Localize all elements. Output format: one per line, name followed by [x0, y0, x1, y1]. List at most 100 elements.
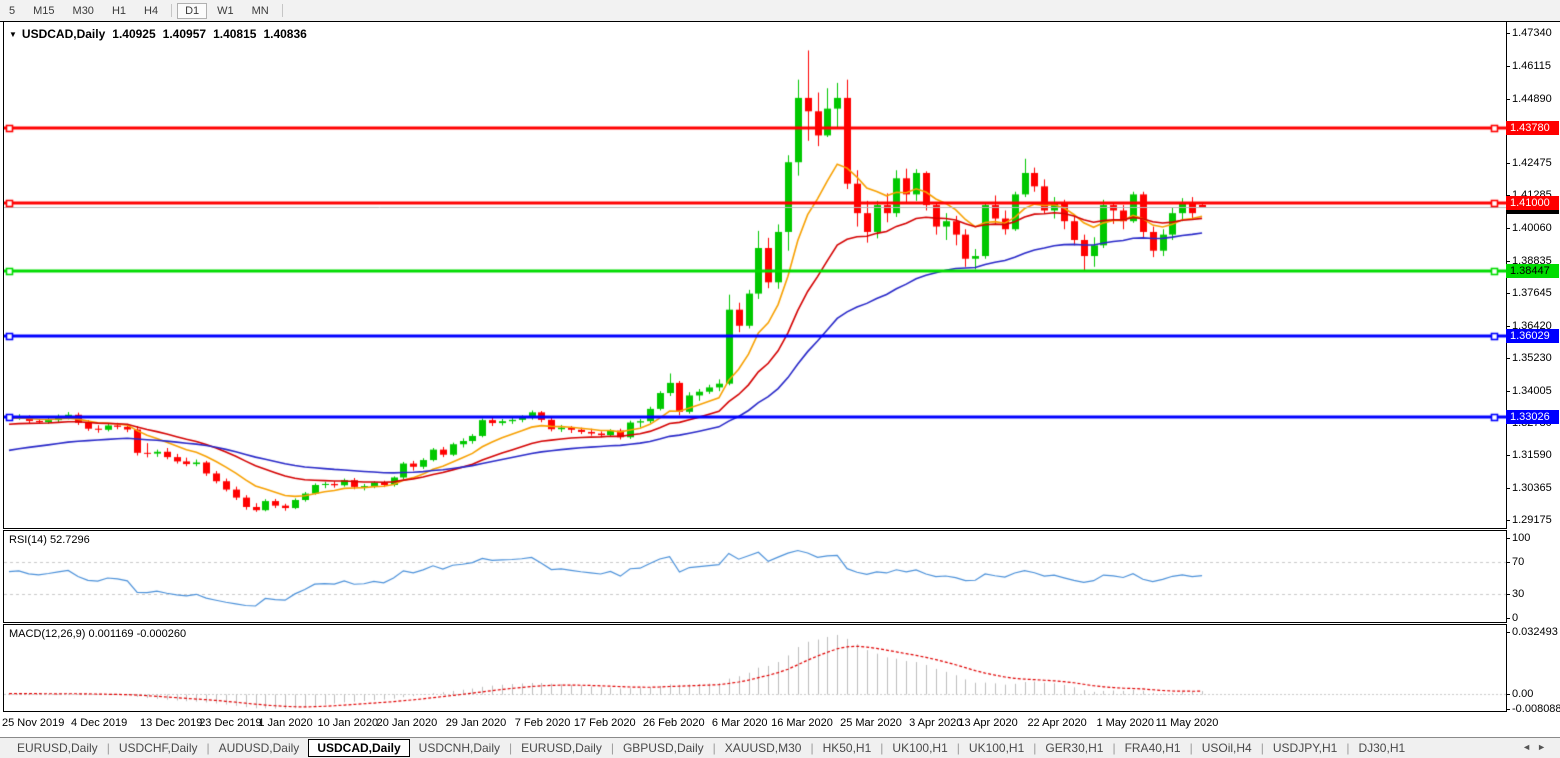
timeframe-button-h4[interactable]: H4: [144, 4, 159, 17]
price-tick-label: 1.44890: [1512, 92, 1552, 105]
hline-price-badge: 1.38447: [1506, 264, 1559, 279]
date-label: 23 Dec 2019: [199, 717, 262, 729]
timeframe-button-d1[interactable]: D1: [177, 2, 208, 19]
macd-scale-label: 0.00: [1512, 687, 1534, 700]
timeframe-button-h1[interactable]: H1: [111, 4, 126, 17]
date-label: 29 Jan 2020: [445, 717, 507, 729]
date-label: 4 Dec 2019: [71, 717, 128, 729]
tab-separator: |: [880, 741, 884, 755]
rsi-tick-dash: [1506, 618, 1510, 619]
tab-uk100-h1[interactable]: UK100,H1: [892, 741, 948, 755]
rsi-tick-dash: [1506, 538, 1510, 539]
price-tick-dash: [1506, 65, 1510, 67]
chart-title: ▼ USDCAD,Daily 1.40925 1.40957 1.40815 1.4083…: [9, 27, 307, 41]
tab-separator: |: [206, 741, 210, 755]
date-label: 22 Apr 2020: [1027, 717, 1087, 729]
timeframe-button-5[interactable]: 5: [9, 4, 16, 17]
macd-scale-label: 0.032493: [1512, 626, 1558, 638]
price-tick-dash: [1506, 292, 1510, 294]
hline-price-badge: 1.36029: [1506, 329, 1559, 344]
rsi-scale-label: 0: [1512, 612, 1519, 624]
date-label: 6 Mar 2020: [711, 717, 768, 729]
price-tick-label: 1.36420: [1512, 319, 1552, 332]
date-label: 1 Jan 2020: [258, 717, 313, 729]
tab-audusd-daily[interactable]: AUDUSD,Daily: [218, 741, 300, 755]
chart-symbol-label: USDCAD,Daily: [21, 27, 106, 41]
timeframe-button-mn[interactable]: MN: [251, 4, 269, 17]
tab-ger30-h1[interactable]: GER30,H1: [1045, 741, 1104, 755]
tab-usdchf-daily[interactable]: USDCHF,Daily: [118, 741, 198, 755]
tab-usdcad-daily[interactable]: USDCAD,Daily: [308, 739, 410, 757]
date-label: 16 Mar 2020: [771, 717, 833, 729]
timeframe-button-w1[interactable]: W1: [217, 4, 234, 17]
tab-separator: |: [1260, 741, 1264, 755]
tab-hk50-h1[interactable]: HK50,H1: [822, 741, 872, 755]
macd-indicator-pane: [3, 624, 1507, 712]
price-tick-label: 1.34005: [1512, 384, 1552, 397]
date-label: 17 Feb 2020: [573, 717, 636, 729]
tab-fra40-h1[interactable]: FRA40,H1: [1124, 741, 1181, 755]
tab-separator: |: [810, 741, 814, 755]
date-label: 7 Feb 2020: [514, 717, 571, 729]
toolbar-separator: [171, 4, 173, 17]
tab-eurusd-daily[interactable]: EURUSD,Daily: [521, 741, 602, 755]
tab-xauusd-m30[interactable]: XAUUSD,M30: [724, 741, 802, 755]
date-label: 26 Feb 2020: [642, 717, 705, 729]
price-tick-dash: [1506, 325, 1510, 327]
timeframe-button-m30[interactable]: M30: [72, 4, 94, 17]
price-tick-label: 1.31590: [1512, 449, 1552, 462]
tab-gbpusd-daily[interactable]: GBPUSD,Daily: [622, 741, 704, 755]
rsi-indicator-pane: [3, 530, 1507, 623]
tab-scroll-left-icon[interactable]: ◄: [1522, 742, 1538, 752]
tab-dj30-h1[interactable]: DJ30,H1: [1358, 741, 1406, 755]
date-label: 13 Apr 2020: [958, 717, 1018, 729]
tab-uk100-h1[interactable]: UK100,H1: [968, 741, 1025, 755]
ohlc-close: 1.40836: [263, 27, 307, 41]
date-label: 10 Jan 2020: [317, 717, 379, 729]
tab-separator: |: [1346, 741, 1350, 755]
tab-separator: |: [106, 741, 110, 755]
price-tick-dash: [1506, 423, 1510, 425]
price-tick-dash: [1506, 261, 1510, 263]
macd-canvas[interactable]: [4, 625, 1506, 711]
timeframe-toolbar: 5 M15 M30 H1 H4 D1 W1 MN: [0, 0, 1560, 21]
tab-usoil-h4[interactable]: USOil,H4: [1201, 741, 1252, 755]
price-chart-canvas[interactable]: [4, 22, 1506, 528]
rsi-tick-dash: [1506, 594, 1510, 595]
hline-price-badge: 1.33026: [1506, 409, 1559, 424]
macd-tick-dash: [1506, 709, 1510, 710]
tab-eurusd-daily[interactable]: EURUSD,Daily: [17, 741, 98, 755]
rsi-canvas[interactable]: [4, 531, 1506, 622]
tab-separator: |: [610, 741, 614, 755]
macd-scale-label: -0.008088: [1512, 703, 1560, 715]
tab-usdjpy-h1[interactable]: USDJPY,H1: [1272, 741, 1338, 755]
ohlc-low: 1.40815: [213, 27, 257, 41]
tab-separator: |: [712, 741, 716, 755]
price-tick-dash: [1506, 195, 1510, 197]
price-tick-dash: [1506, 519, 1510, 521]
date-label: 25 Mar 2020: [840, 717, 902, 729]
macd-label: MACD(12,26,9) 0.001169 -0.000260: [9, 628, 187, 640]
tab-scroll-arrows: ◄►: [1522, 742, 1552, 752]
price-chart-pane: [3, 21, 1507, 529]
price-tick-dash: [1506, 488, 1510, 490]
price-tick-dash: [1506, 390, 1510, 392]
tab-separator: |: [1033, 741, 1037, 755]
price-tick-label: 1.35230: [1512, 351, 1552, 364]
date-label: 25 Nov 2019: [2, 717, 65, 729]
rsi-scale-label: 30: [1512, 588, 1525, 600]
ohlc-open: 1.40925: [112, 27, 156, 41]
price-tick-label: 1.46115: [1512, 59, 1551, 72]
ohlc-high: 1.40957: [162, 27, 207, 41]
date-label: 13 Dec 2019: [140, 717, 203, 729]
timeframe-button-m15[interactable]: M15: [33, 4, 55, 17]
tab-separator: |: [1112, 741, 1116, 755]
price-tick-label: 1.40060: [1512, 222, 1552, 235]
tab-scroll-right-icon[interactable]: ►: [1537, 742, 1552, 752]
tab-usdcnh-daily[interactable]: USDCNH,Daily: [418, 741, 501, 755]
chart-tabs: EURUSD,Daily | USDCHF,Daily | AUDUSD,Daily US…: [8, 739, 1414, 757]
rsi-scale-label: 70: [1512, 556, 1525, 568]
macd-tick-dash: [1506, 632, 1510, 633]
chart-dropdown-icon[interactable]: ▼: [9, 30, 17, 39]
hline-price-badge: 1.43780: [1506, 121, 1559, 136]
